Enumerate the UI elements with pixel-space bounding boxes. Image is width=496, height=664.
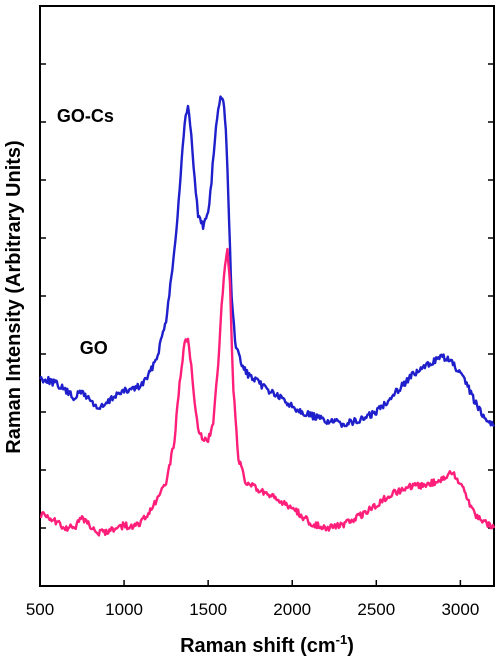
- x-tick-label: 1000: [105, 600, 143, 619]
- x-axis-title: Raman shift (cm-1): [180, 632, 354, 657]
- x-axis-ticks: 500 1000 1500 2000 2500 3000: [26, 580, 479, 619]
- annotation-layer: GO-Cs GO: [57, 106, 114, 358]
- y-axis-ticks: [40, 63, 494, 529]
- series-line-go-cs: [38, 95, 496, 428]
- series-line-go: [39, 247, 496, 537]
- y-axis-title: Raman Intensity (Arbitrary Units): [3, 140, 25, 453]
- x-tick-label: 3000: [441, 600, 479, 619]
- series-layer: [38, 95, 496, 537]
- x-tick-label: 1500: [189, 600, 227, 619]
- plot-frame: [39, 5, 495, 587]
- x-tick-label: 2000: [273, 600, 311, 619]
- x-tick-label: 2500: [357, 600, 395, 619]
- x-tick-label: 500: [26, 600, 54, 619]
- series-label-go: GO: [80, 338, 108, 358]
- series-label-go-cs: GO-Cs: [57, 106, 114, 126]
